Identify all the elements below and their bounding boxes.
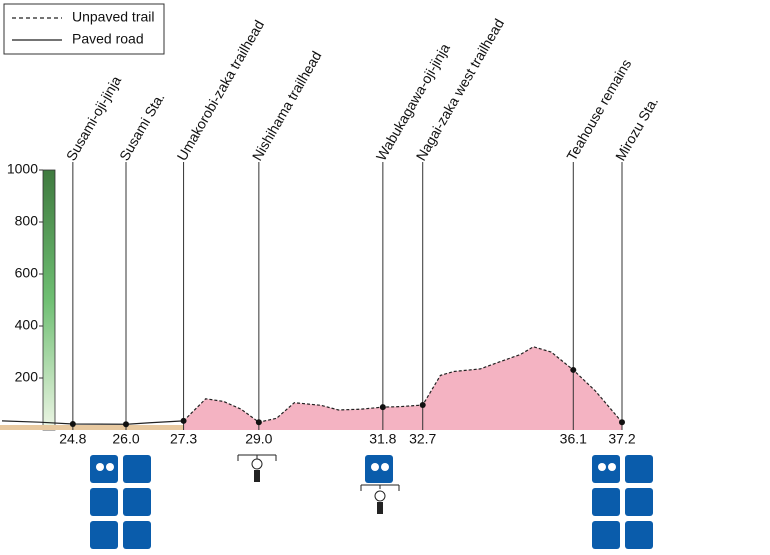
x-tick-label: 36.1 [560,431,587,447]
waypoint-dot [619,419,625,426]
y-tick-label: 800 [15,213,39,229]
x-tick-label: 24.8 [59,431,86,447]
waypoint-dot [123,421,129,428]
waypoint-label: Susami-oji-jinja [63,73,124,163]
waypoint-label: Umakorobi-zaka trailhead [174,17,268,163]
waypoint-dot [379,404,386,411]
y-tick-label: 200 [15,369,39,385]
y-tick-label: 1000 [7,161,38,177]
legend: Unpaved trail Paved road [3,3,165,55]
y-tick-label: 400 [15,317,39,333]
elevation-line [1,420,184,425]
facility-icons [90,454,653,549]
x-tick-label: 26.0 [112,431,139,447]
elevation-area [183,346,623,430]
waypoint-label: Wabukagawa-oji-jinja [373,40,453,163]
waypoint-label: Susami Sta. [116,90,168,163]
waypoint-dot [69,421,76,428]
legend-label: Unpaved trail [72,9,155,25]
legend-box [3,3,165,55]
x-tick-label: 27.3 [170,431,197,447]
waypoint-dot [570,366,577,373]
waypoint-label: Nishihama trailhead [249,48,325,163]
waypoint-dot [419,402,426,409]
waypoint-label: Mirozu Sta. [612,94,661,163]
waypoint-dot [255,419,262,426]
x-tick-label: 32.7 [409,431,436,447]
x-tick-label: 31.8 [369,431,396,447]
waypoint-dot [180,417,187,424]
y-tick-label: 600 [15,265,39,281]
x-tick-label: 29.0 [245,431,272,447]
x-tick-label: 37.2 [608,431,635,447]
elevation-line [183,346,623,423]
legend-label: Paved road [72,31,144,47]
elevation-scale [42,169,56,431]
